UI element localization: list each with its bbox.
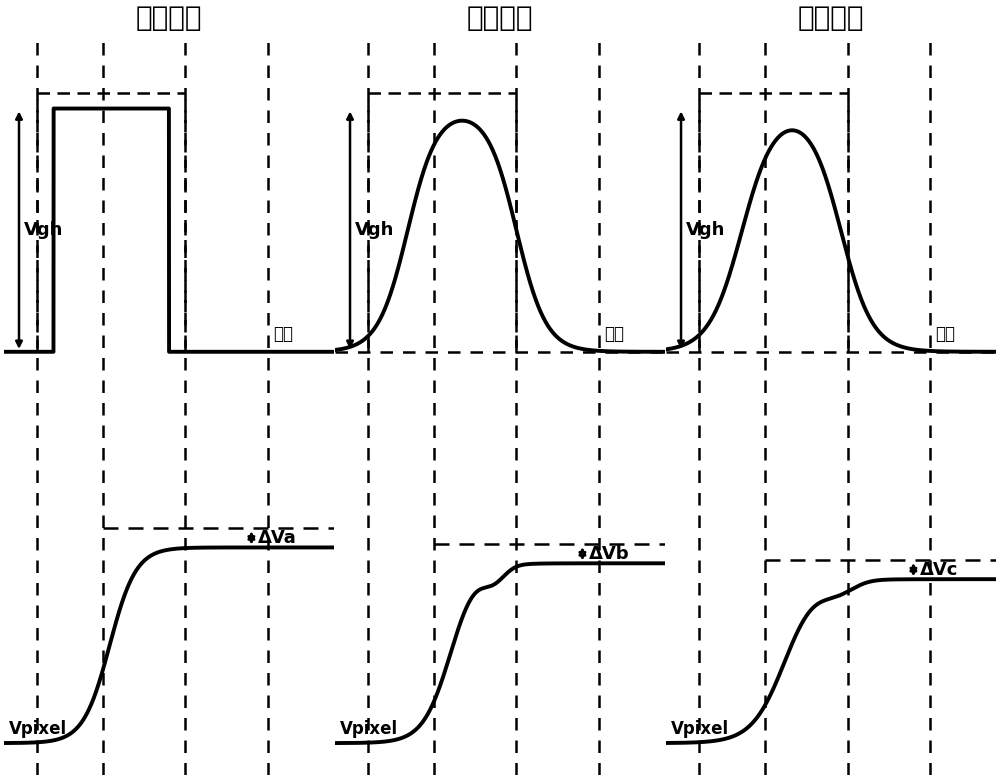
Text: Vpixel: Vpixel	[9, 720, 67, 738]
Text: 栅极: 栅极	[273, 326, 293, 344]
Title: 栅极中端: 栅极中端	[467, 4, 533, 32]
Text: 栅极: 栅极	[935, 326, 955, 344]
Text: 栅极: 栅极	[604, 326, 624, 344]
Text: ΔVa: ΔVa	[258, 529, 297, 547]
Text: Vpixel: Vpixel	[671, 720, 729, 738]
Text: Vpixel: Vpixel	[340, 720, 398, 738]
Text: Vgh: Vgh	[24, 221, 63, 239]
Title: 栅极远端: 栅极远端	[798, 4, 864, 32]
Text: Vgh: Vgh	[686, 221, 725, 239]
Title: 栅极近端: 栅极近端	[136, 4, 202, 32]
Text: ΔVc: ΔVc	[920, 561, 958, 579]
Text: Vgh: Vgh	[355, 221, 394, 239]
Text: ΔVb: ΔVb	[589, 545, 630, 562]
